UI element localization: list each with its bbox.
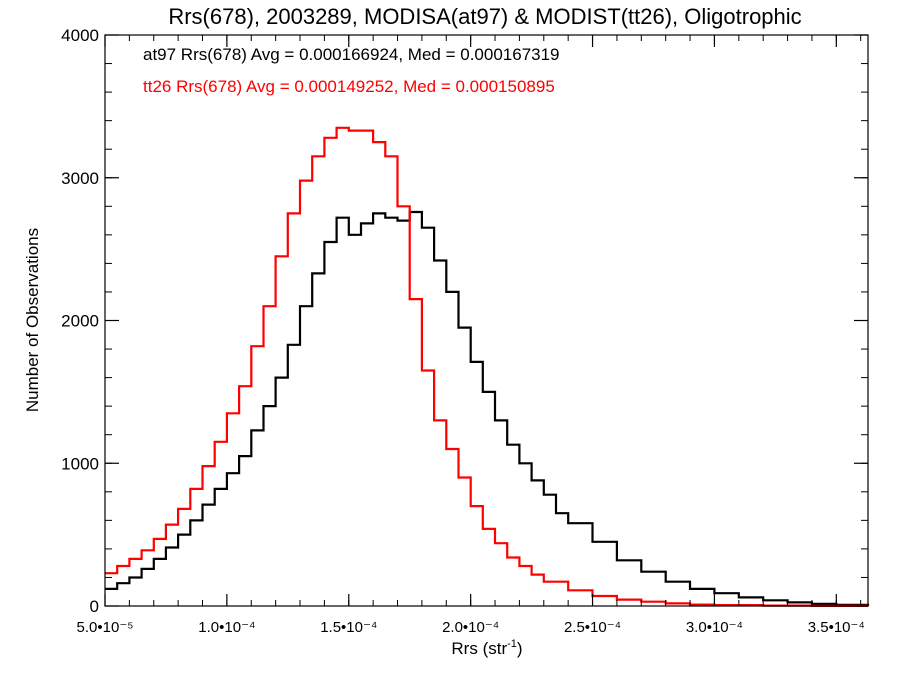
x-tick-label: 1.0•10⁻⁴	[198, 619, 255, 636]
axes-layer: 5.0•10⁻⁵ 1.0•10⁻⁴ 1.5•10⁻⁴ 2.0•10⁻⁴ 2.5•10⁻⁴…	[61, 26, 869, 636]
chart-title: Rrs(678), 2003289, MODISA(at97) & MODIST…	[168, 4, 801, 29]
x-axis-label: Rrs (str-1)	[451, 638, 522, 658]
x-axis-label-superscript: -1	[507, 638, 517, 650]
x-axis-label-close: )	[517, 639, 523, 658]
x-tick-label: 1.5•10⁻⁴	[320, 619, 377, 636]
y-tick-label: 0	[90, 597, 99, 616]
series-annotation-at97: at97 Rrs(678) Avg = 0.000166924, Med = 0…	[143, 45, 560, 64]
y-tick-label: 1000	[61, 454, 99, 473]
series-layer	[105, 126, 870, 607]
y-tick-label: 3000	[61, 169, 99, 188]
y-axis-label: Number of Observations	[23, 228, 42, 412]
x-tick-label: 3.5•10⁻⁴	[808, 619, 865, 636]
y-tick-label: 4000	[61, 26, 99, 45]
series-annotation-tt26: tt26 Rrs(678) Avg = 0.000149252, Med = 0…	[143, 77, 555, 96]
x-tick-label: 3.0•10⁻⁴	[686, 619, 743, 636]
x-axis-label-main: Rrs (str	[451, 639, 507, 658]
y-tick-label: 2000	[61, 312, 99, 331]
x-tick-label: 2.0•10⁻⁴	[442, 619, 499, 636]
x-tick-label: 5.0•10⁻⁵	[77, 619, 134, 636]
x-tick-label: 2.5•10⁻⁴	[564, 619, 621, 636]
series-line-tt26	[105, 126, 870, 607]
